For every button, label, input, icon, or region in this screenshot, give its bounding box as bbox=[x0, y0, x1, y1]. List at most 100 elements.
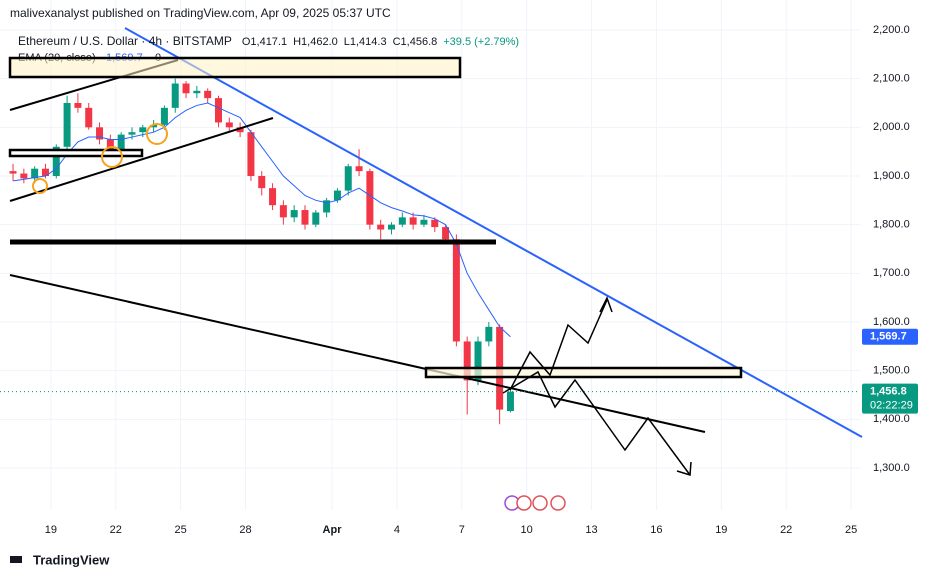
trendline bbox=[9, 274, 706, 433]
ohlc-value: H1,462.0 bbox=[293, 36, 338, 48]
candle-body bbox=[442, 227, 450, 240]
y-tick-label: 2,200.0 bbox=[873, 24, 910, 36]
candle-body bbox=[85, 107, 93, 128]
candle-body bbox=[128, 132, 136, 135]
projection bbox=[509, 299, 608, 391]
candle-body bbox=[214, 98, 222, 123]
x-tick-label: 25 bbox=[175, 524, 187, 536]
candle-body bbox=[96, 127, 104, 140]
y-tick-label: 1,400.0 bbox=[873, 413, 910, 425]
x-tick-label: 19 bbox=[715, 524, 727, 536]
y-tick-label: 2,100.0 bbox=[873, 73, 910, 85]
zone bbox=[8, 148, 144, 158]
candle-body bbox=[312, 212, 320, 225]
candle-body bbox=[193, 90, 201, 94]
ohlc-value: O1,417.1 bbox=[242, 36, 287, 48]
candle-body bbox=[9, 171, 17, 174]
candle-body bbox=[171, 83, 179, 108]
drawings bbox=[8, 27, 863, 511]
zone bbox=[8, 56, 462, 79]
price-badge-label: 1,456.8 bbox=[870, 386, 907, 398]
ema-badge-label: 1,569.7 bbox=[870, 331, 907, 343]
highlight bbox=[32, 178, 48, 194]
candle-body bbox=[74, 102, 82, 108]
candle-body bbox=[323, 200, 331, 213]
candle-body bbox=[431, 219, 439, 228]
candle-body bbox=[420, 219, 428, 225]
highlight bbox=[101, 146, 123, 168]
candle-body bbox=[182, 83, 190, 94]
candle-body bbox=[225, 122, 233, 128]
candle-body bbox=[377, 224, 385, 230]
candle-body bbox=[31, 168, 39, 179]
symbol: Ethereum / U.S. Dollar · 4h · BITSTAMP bbox=[18, 34, 232, 48]
x-tick-label: 7 bbox=[459, 524, 465, 536]
candle-body bbox=[409, 217, 417, 225]
x-tick-label: 22 bbox=[110, 524, 122, 536]
candle-body bbox=[474, 341, 482, 381]
y-tick-label: 1,800.0 bbox=[873, 219, 910, 231]
trendline bbox=[9, 117, 274, 202]
arrow-head bbox=[676, 461, 692, 476]
countdown: 02:22:29 bbox=[870, 400, 913, 412]
y-tick-label: 1,600.0 bbox=[873, 316, 910, 328]
candle-body bbox=[301, 210, 309, 225]
brand: TradingView bbox=[10, 552, 110, 567]
candle-body bbox=[463, 341, 471, 381]
event-icon[interactable] bbox=[532, 495, 548, 511]
ohlc-legend: O1,417.1 H1,462.0 L1,414.3 C1,456.8 +39.5 (+… bbox=[242, 36, 519, 48]
arrow-head bbox=[599, 296, 613, 313]
projection bbox=[502, 370, 691, 476]
zone bbox=[424, 366, 743, 379]
event-icon[interactable] bbox=[550, 495, 566, 511]
candle-body bbox=[106, 139, 114, 152]
candle-body bbox=[236, 127, 244, 133]
candle-body bbox=[398, 217, 406, 225]
candle-body bbox=[366, 171, 374, 225]
brand-name: TradingView bbox=[33, 552, 110, 567]
grid bbox=[0, 0, 860, 510]
x-tick-label: 10 bbox=[521, 524, 533, 536]
x-tick-label: 16 bbox=[650, 524, 662, 536]
y-tick-label: 2,000.0 bbox=[873, 121, 910, 133]
x-tick-label: 19 bbox=[45, 524, 57, 536]
candle-body bbox=[139, 127, 147, 133]
y-tick-label: 1,700.0 bbox=[873, 267, 910, 279]
candle-body bbox=[290, 210, 298, 218]
ohlc-value: C1,456.8 bbox=[393, 36, 438, 48]
y-tick-label: 1,300.0 bbox=[873, 462, 910, 474]
candle-body bbox=[279, 205, 287, 218]
candle-body bbox=[41, 168, 49, 176]
candle-body bbox=[204, 90, 212, 99]
candle-body bbox=[63, 102, 71, 147]
candle-body bbox=[117, 134, 125, 152]
highlight bbox=[146, 123, 168, 145]
candle-body bbox=[344, 166, 352, 191]
event-icon[interactable] bbox=[516, 495, 532, 511]
candle-body bbox=[355, 166, 363, 172]
ohlc-value: +39.5 (+2.79%) bbox=[443, 36, 519, 48]
ema-line bbox=[12, 102, 511, 338]
candle-body bbox=[452, 239, 460, 342]
x-tick-label: 13 bbox=[585, 524, 597, 536]
candle-body bbox=[485, 326, 493, 342]
publish-note: malivexanalyst published on TradingView.… bbox=[10, 6, 391, 20]
candle-body bbox=[269, 188, 277, 206]
x-tick-label: 4 bbox=[394, 524, 400, 536]
price-badge bbox=[862, 383, 918, 414]
ema-badge bbox=[862, 328, 918, 345]
candle-body bbox=[150, 124, 158, 128]
candle-body bbox=[160, 107, 168, 125]
y-tick-label: 1,900.0 bbox=[873, 170, 910, 182]
candle-body bbox=[506, 391, 514, 412]
y-tick-label: 1,500.0 bbox=[873, 365, 910, 377]
candle-body bbox=[20, 173, 28, 179]
ohlc-value: L1,414.3 bbox=[344, 36, 387, 48]
x-tick-label: Apr bbox=[323, 524, 343, 536]
candle-body bbox=[388, 224, 396, 230]
x-tick-label: 25 bbox=[845, 524, 857, 536]
candle-body bbox=[258, 175, 266, 189]
logo bbox=[10, 556, 22, 563]
